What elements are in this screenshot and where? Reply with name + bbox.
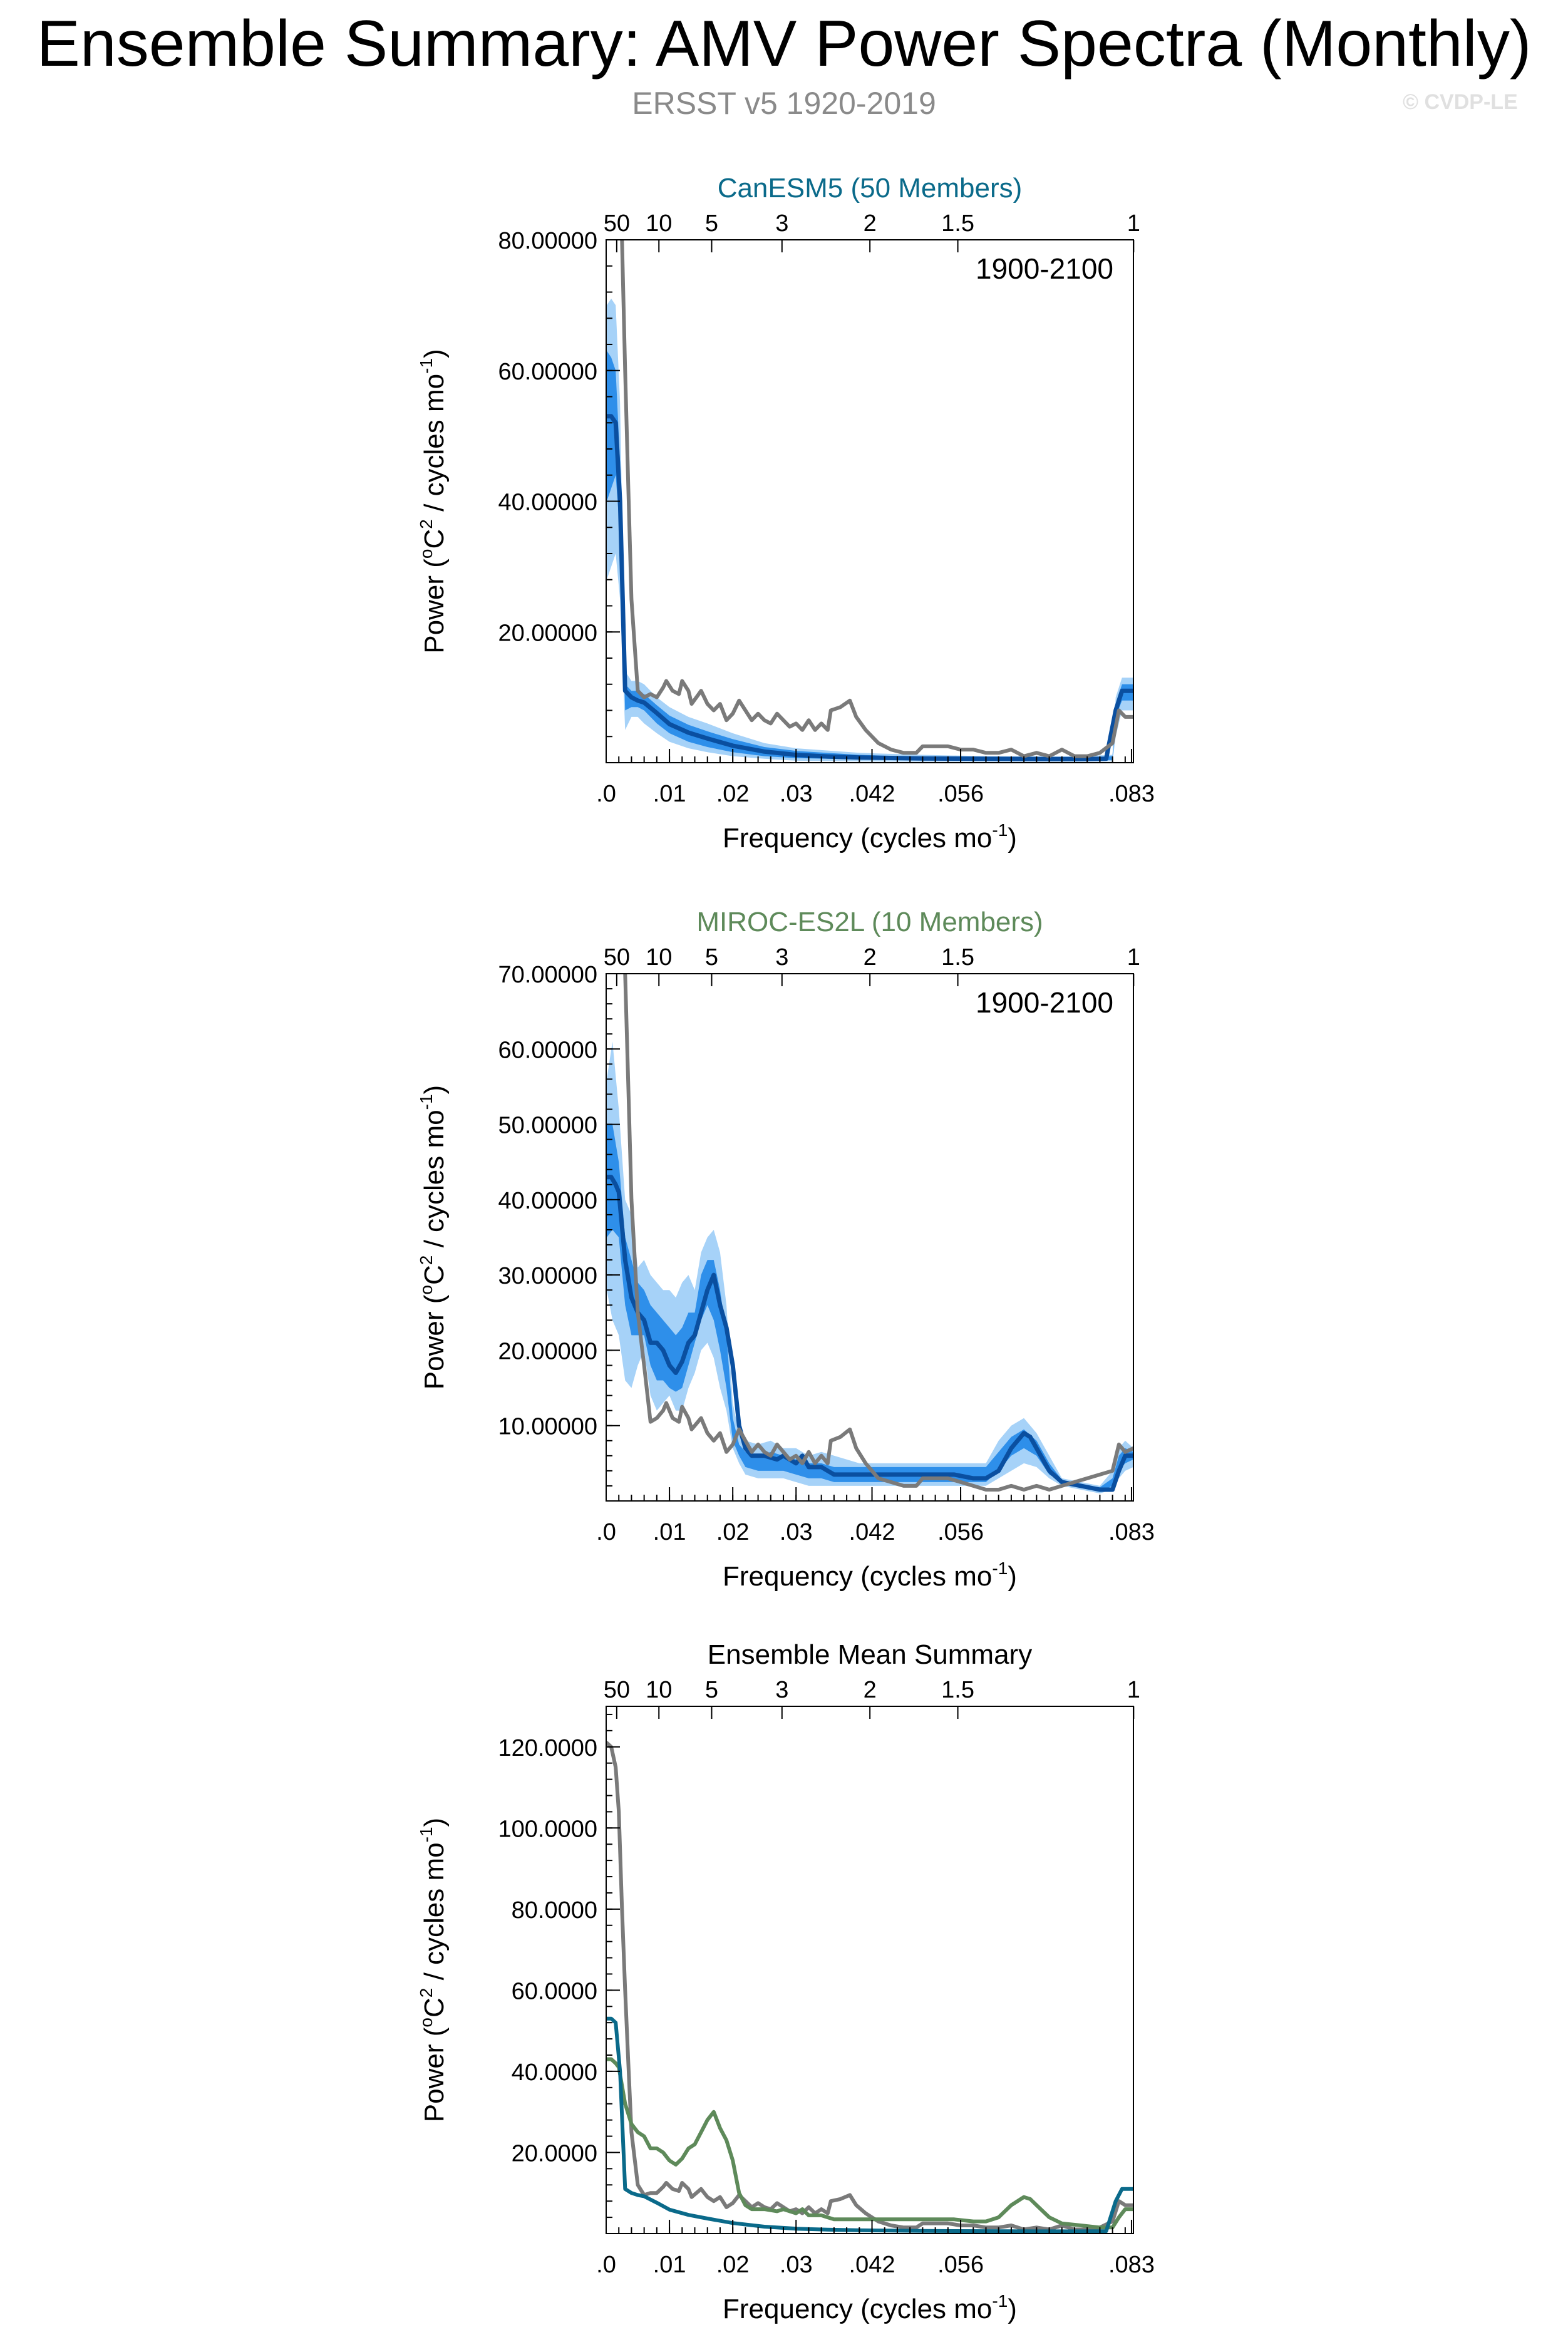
y-tick-label: 60.00000 (498, 1037, 598, 1063)
period-tick-label: 50 (604, 944, 630, 971)
period-tick-label: 2 (864, 944, 877, 971)
spread-band-inner (607, 351, 1133, 761)
series-line-observations (623, 974, 1133, 1492)
y-tick-label: 50.00000 (498, 1113, 598, 1139)
period-tick-label: 3 (775, 1677, 788, 1703)
x-tick-label: .0 (596, 781, 616, 807)
period-annotation: 1900-2100 (976, 986, 1113, 1019)
x-tick-label: .042 (849, 1519, 895, 1545)
spread-band-inner (607, 1124, 1133, 1492)
x-tick-label: .01 (653, 1519, 686, 1545)
page-subtitle: ERSST v5 1920-2019 (632, 86, 936, 121)
x-tick-label: .083 (1108, 1519, 1155, 1545)
plot-area (606, 974, 1133, 1493)
period-tick-label: 2 (864, 210, 877, 237)
period-tick-label: 5 (705, 944, 718, 971)
period-tick-label: 5 (705, 210, 718, 237)
plot-frame (606, 973, 1134, 1502)
y-axis-label: Power (oC2 / cycles mo-1) (416, 1085, 450, 1389)
chart-panel-2: .0 .01 .02 .03 .042 .056 .083 50 10 5 3 2 1.5 1 10.000… (416, 907, 1155, 1592)
y-tick-label: 80.0000 (512, 1897, 597, 1924)
x-tick-label: .02 (716, 1519, 750, 1545)
x-tick-label: .0 (596, 2252, 616, 2278)
spread-band-outer (607, 298, 1133, 762)
x-tick-label: .056 (937, 1519, 984, 1545)
x-tick-label: .083 (1108, 2252, 1155, 2278)
chart-title: MIROC-ES2L (10 Members) (696, 907, 1043, 937)
y-tick-label: 40.00000 (498, 490, 598, 516)
y-tick-label: 30.00000 (498, 1263, 598, 1289)
page-title: Ensemble Summary: AMV Power Spectra (Mon… (36, 8, 1532, 80)
period-tick-label: 2 (864, 1677, 877, 1703)
y-tick-label: 80.00000 (498, 228, 598, 254)
period-tick-label: 1.5 (941, 210, 974, 237)
x-tick-label: .02 (716, 2252, 750, 2278)
x-tick-label: .01 (653, 781, 686, 807)
series-line-miroc-es2l (606, 2057, 1133, 2230)
x-tick-label: .03 (780, 1519, 813, 1545)
series-line-observations (606, 1741, 1133, 2232)
chart-title: Ensemble Mean Summary (708, 1639, 1032, 1670)
period-tick-label: 5 (705, 1677, 718, 1703)
x-tick-label: .042 (849, 2252, 895, 2278)
plot-area (606, 240, 1133, 762)
plot-area (606, 1741, 1133, 2234)
y-tick-label: 20.00000 (498, 620, 598, 646)
y-tick-label: 20.0000 (512, 2140, 597, 2167)
x-tick-label: .042 (849, 781, 895, 807)
x-tick-label: .02 (716, 781, 750, 807)
x-tick-label: .056 (937, 2252, 984, 2278)
chart-title: CanESM5 (50 Members) (718, 173, 1023, 204)
period-tick-label: 1 (1127, 210, 1140, 237)
period-tick-label: 10 (646, 1677, 672, 1703)
series-line-ensemble-mean (606, 1175, 1133, 1492)
period-tick-label: 1.5 (941, 944, 974, 971)
y-tick-label: 100.0000 (498, 1816, 598, 1842)
y-tick-label: 120.0000 (498, 1735, 598, 1761)
period-tick-label: 10 (646, 944, 672, 971)
period-tick-label: 3 (775, 944, 788, 971)
y-tick-label: 40.00000 (498, 1188, 598, 1214)
x-axis-label: Frequency (cycles mo-1) (723, 820, 1017, 853)
period-tick-label: 1 (1127, 944, 1140, 971)
x-tick-label: .0 (596, 1519, 616, 1545)
y-tick-label: 20.00000 (498, 1338, 598, 1364)
x-axis-label: Frequency (cycles mo-1) (723, 2291, 1017, 2324)
period-annotation: 1900-2100 (976, 252, 1113, 285)
period-tick-label: 1.5 (941, 1677, 974, 1703)
x-tick-label: .03 (780, 781, 813, 807)
series-line-ensemble-mean (606, 414, 1133, 761)
x-tick-label: .056 (937, 781, 984, 807)
y-tick-label: 40.0000 (512, 2059, 597, 2086)
x-tick-label: .01 (653, 2252, 686, 2278)
y-tick-label: 10.00000 (498, 1414, 598, 1440)
x-tick-label: .083 (1108, 781, 1155, 807)
y-tick-label: 70.00000 (498, 962, 598, 988)
spread-band-outer (607, 1041, 1133, 1493)
x-axis-label: Frequency (cycles mo-1) (723, 1559, 1017, 1592)
y-axis-label: Power (oC2 / cycles mo-1) (416, 1818, 450, 2122)
copyright-notice: © CVDP-LE (1403, 90, 1518, 114)
period-tick-label: 10 (646, 210, 672, 237)
chart-panel-1: .0 .01 .02 .03 .042 .056 .083 50 10 5 3 2 1.5 1 20.000… (416, 173, 1155, 853)
period-tick-label: 50 (604, 210, 630, 237)
period-tick-label: 1 (1127, 1677, 1140, 1703)
y-tick-label: 60.00000 (498, 359, 598, 385)
y-axis-label: Power (oC2 / cycles mo-1) (416, 349, 450, 653)
y-tick-label: 60.0000 (512, 1978, 597, 2004)
period-tick-label: 3 (775, 210, 788, 237)
period-tick-label: 50 (604, 1677, 630, 1703)
x-tick-label: .03 (780, 2252, 813, 2278)
series-line-observations (620, 240, 1133, 758)
series-line-canesm5 (606, 2016, 1133, 2234)
